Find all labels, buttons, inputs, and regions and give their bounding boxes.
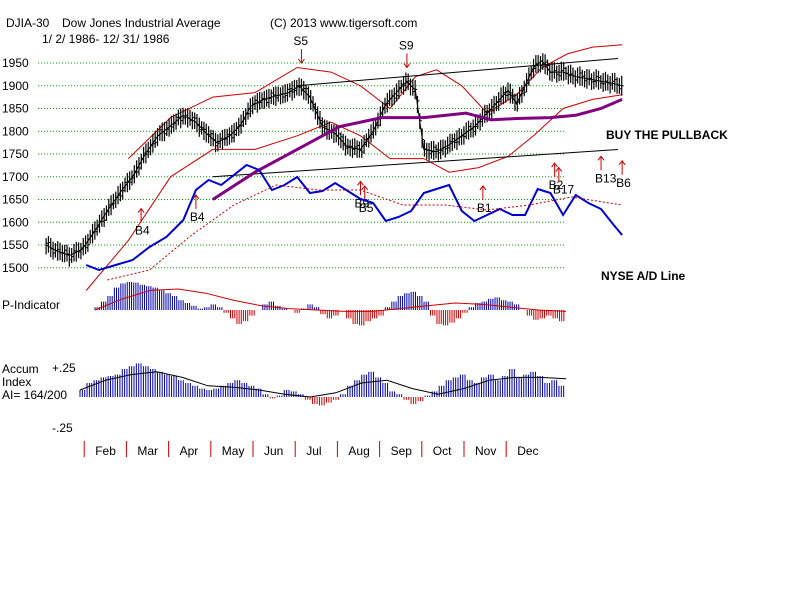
buy-pullback-label: BUY THE PULLBACK (606, 128, 728, 142)
month-label: Sep (391, 444, 413, 458)
trendline (297, 57, 618, 87)
price-bars (45, 53, 624, 267)
month-axis: Feb Mar Apr May Jun Jul Aug Sep Oct Nov Dec (83, 441, 539, 458)
p-indicator-ma (94, 288, 567, 312)
signal-arrowhead (618, 159, 626, 166)
signal-label: B2 (549, 178, 564, 192)
ad-ma-path (107, 184, 623, 281)
accum-index-panel (79, 363, 567, 406)
signal-label: B17 (553, 183, 575, 197)
accum-label-3: AI= 164/200 (2, 388, 67, 402)
y-tick-label: 1500 (2, 261, 29, 275)
p-indicator-label: P-Indicator (2, 298, 60, 312)
y-tick-label: 1650 (2, 193, 29, 207)
signal-arrowhead (479, 185, 487, 191)
signal-arrowhead (597, 155, 605, 161)
ad-line-path (85, 163, 623, 272)
month-label: Aug (348, 444, 369, 458)
month-label: Mar (137, 444, 158, 458)
trendline (212, 148, 618, 178)
signal-arrowhead (357, 180, 364, 186)
signal-label: B1 (477, 201, 492, 215)
month-label: Dec (517, 444, 538, 458)
symbol-label: DJIA-30 (6, 16, 50, 30)
p-indicator-panel (94, 282, 567, 326)
y-tick-label: 1800 (2, 124, 29, 138)
month-label: May (222, 444, 245, 458)
signal-arrowhead (403, 63, 411, 69)
accum-ma (79, 371, 567, 398)
month-label: Apr (180, 444, 199, 458)
upper-band-line (128, 44, 623, 159)
y-tick-label: 1700 (2, 170, 29, 184)
y-tick-label: 1600 (2, 215, 29, 229)
signal-arrowhead (137, 207, 145, 213)
upper-band-path (128, 44, 623, 159)
signal-label: S5 (293, 34, 308, 48)
y-tick-label: 1750 (2, 147, 29, 161)
ad-line-panel (85, 163, 623, 281)
y-tick-label: 1900 (2, 79, 29, 93)
signal-label: B13 (595, 171, 617, 185)
y-tick-label: 1850 (2, 102, 29, 116)
y-tick-label: 1950 (2, 56, 29, 70)
copyright: (C) 2013 www.tigersoft.com (270, 16, 417, 30)
lower-band-line (85, 94, 623, 291)
signal-label: B5 (359, 201, 374, 215)
price-y-ticks: 1950 1900 1850 1800 1750 1700 1650 1600 1550 1500 (2, 56, 29, 275)
accum-label-2: Index (2, 375, 31, 389)
date-range: 1/ 2/ 1986- 12/ 31/ 1986 (42, 32, 170, 46)
month-label: Oct (433, 444, 452, 458)
month-label: Feb (95, 444, 116, 458)
chart-title: Dow Jones Industrial Average (62, 16, 221, 30)
accum-label-1: Accum (2, 362, 39, 376)
month-label: Jun (264, 444, 283, 458)
ad-line-label: NYSE A/D Line (601, 269, 686, 283)
signal-arrowhead (551, 162, 558, 168)
trendlines (212, 57, 618, 178)
moving-average-path (211, 98, 623, 201)
y-tick-label: 1550 (2, 238, 29, 252)
signal-arrowhead (555, 166, 563, 172)
signal-label: B6 (616, 176, 631, 190)
accum-top-tick: +.25 (52, 361, 76, 375)
lower-band-path (85, 94, 623, 291)
signal-label: B4 (190, 210, 205, 224)
signal-label: B4 (135, 224, 150, 238)
accum-bottom-tick: -.25 (52, 421, 73, 435)
signal-label: S9 (399, 39, 414, 53)
signal-arrowhead (192, 194, 200, 200)
month-label: Jul (306, 444, 321, 458)
month-label: Nov (475, 444, 496, 458)
signal-arrowhead (361, 185, 369, 191)
price-line (45, 59, 623, 257)
signal-arrowhead (297, 58, 305, 64)
moving-average-line (211, 98, 623, 201)
